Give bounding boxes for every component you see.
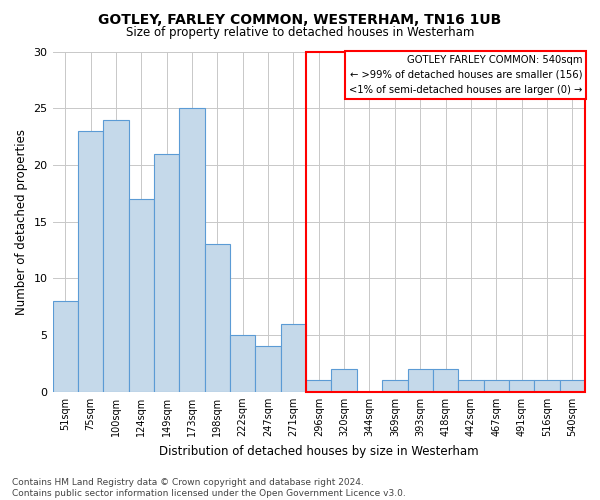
Y-axis label: Number of detached properties: Number of detached properties xyxy=(15,128,28,314)
Bar xyxy=(560,380,585,392)
Bar xyxy=(53,301,78,392)
X-axis label: Distribution of detached houses by size in Westerham: Distribution of detached houses by size … xyxy=(159,444,479,458)
Bar xyxy=(382,380,407,392)
Bar xyxy=(230,335,256,392)
Bar xyxy=(509,380,534,392)
Bar xyxy=(179,108,205,392)
Bar xyxy=(78,131,103,392)
Bar xyxy=(128,199,154,392)
Bar xyxy=(103,120,128,392)
Text: Size of property relative to detached houses in Westerham: Size of property relative to detached ho… xyxy=(126,26,474,39)
Bar xyxy=(306,380,331,392)
Bar xyxy=(205,244,230,392)
Bar xyxy=(484,380,509,392)
Bar xyxy=(407,369,433,392)
Text: GOTLEY, FARLEY COMMON, WESTERHAM, TN16 1UB: GOTLEY, FARLEY COMMON, WESTERHAM, TN16 1… xyxy=(98,12,502,26)
Text: GOTLEY FARLEY COMMON: 540sqm
← >99% of detached houses are smaller (156)
<1% of : GOTLEY FARLEY COMMON: 540sqm ← >99% of d… xyxy=(349,55,583,94)
Bar xyxy=(433,369,458,392)
Bar xyxy=(458,380,484,392)
Bar xyxy=(306,52,585,392)
Bar xyxy=(154,154,179,392)
Bar xyxy=(281,324,306,392)
Bar xyxy=(331,369,357,392)
Bar xyxy=(256,346,281,392)
Text: Contains HM Land Registry data © Crown copyright and database right 2024.
Contai: Contains HM Land Registry data © Crown c… xyxy=(12,478,406,498)
Bar xyxy=(534,380,560,392)
